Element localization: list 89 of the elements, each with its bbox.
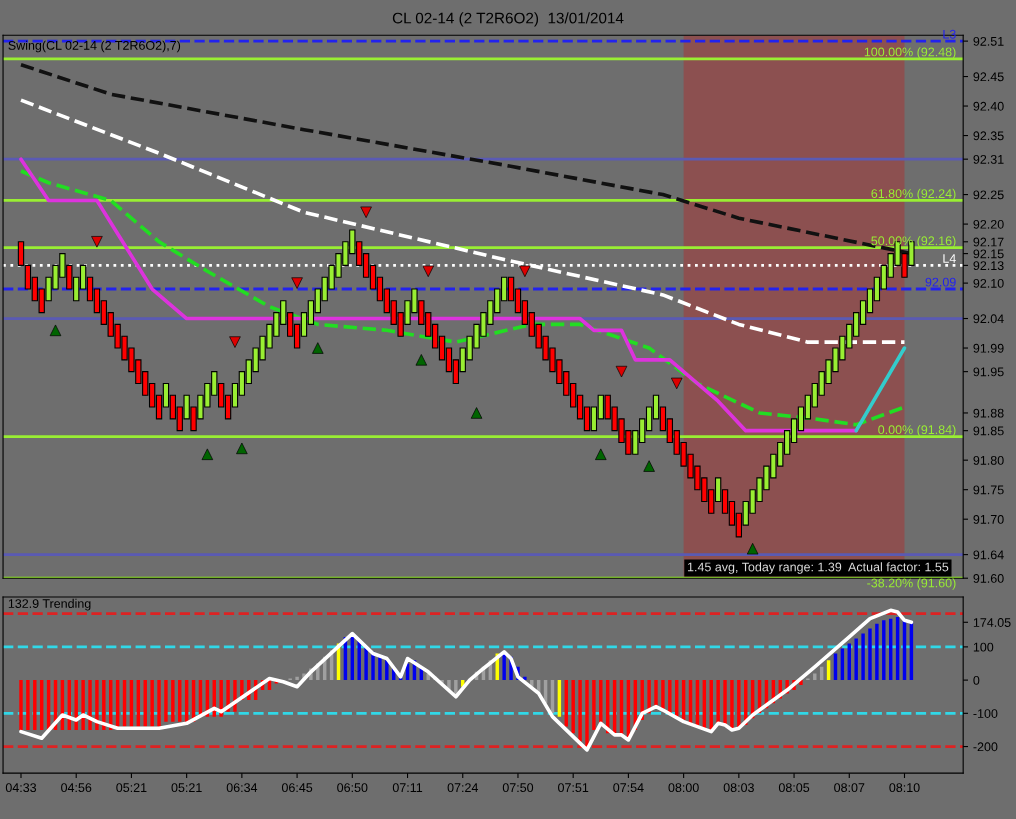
bar [74,680,78,730]
y-tick-label: 100 [973,642,994,652]
x-tick-label: 07:24 [447,783,479,793]
bar [599,680,603,727]
x-tick-label: 08:10 [889,783,920,793]
x-tick-label: 07:51 [558,783,589,793]
bar [95,680,99,730]
bar [592,680,596,730]
chart-title: CL 02-14 (2 T2R6O2) 13/01/2014 [392,12,624,27]
bar [364,646,368,681]
x-tick-label: 06:50 [337,783,368,793]
annotation: Swing(CL 02-14 (2 T2R6O2),7) [8,40,181,53]
y-tick-label: 92.35 [973,131,1004,141]
x-tick-label: 08:00 [668,783,699,793]
bar [737,680,741,729]
bar [730,680,734,729]
bar [723,680,727,725]
bar [171,680,175,722]
bar [854,638,858,681]
ref-line-label: 50.00% (92.16) [871,236,956,248]
bar [378,656,382,681]
bar [26,680,30,730]
bar [81,680,85,730]
ref-line-label: 100.00% (92.48) [864,47,956,59]
ref-line-label: L4 [943,254,956,263]
x-tick-label: 08:07 [834,783,865,793]
annotation: 1.45 avg, Today range: 1.39 Actual factor: 1.55 [687,562,949,574]
x-tick-label: 04:56 [61,783,92,793]
bar [813,673,817,681]
y-tick-label: 92.17 [973,237,1004,247]
bar [716,680,720,725]
x-tick-label: 05:21 [116,783,147,793]
y-tick-label: 92.10 [973,278,1004,288]
x-tick-label: 06:34 [226,783,258,793]
y-tick-label: 91.75 [973,485,1004,495]
x-tick-label: 05:21 [171,783,202,793]
y-tick-label: 91.64 [973,550,1004,560]
bar [19,680,23,730]
y-tick-label: -200 [973,742,998,752]
y-tick-label: 92.40 [973,101,1004,111]
y-tick-label: 92.51 [973,36,1004,46]
bar [868,628,872,681]
ref-line-label: -38.20% (91.60) [867,578,956,590]
y-tick-label: 91.99 [973,343,1004,353]
ref-line-label: 0.00% (91.84) [878,424,956,437]
x-tick-label: 07:11 [392,783,423,793]
y-tick-label: 92.15 [973,249,1004,259]
bar [102,680,106,730]
ref-line-label: 92.09 [925,277,956,287]
y-tick-label: 92.45 [973,72,1004,82]
y-tick-label: 91.95 [973,367,1004,377]
x-tick-label: 07:54 [613,783,644,793]
y-tick-label: 91.60 [973,574,1004,583]
x-tick-label: 08:05 [778,783,810,793]
bar [164,680,168,722]
y-tick-label: -100 [973,709,998,718]
y-tick-label: 91.88 [973,408,1004,418]
x-tick-label: 07:50 [502,783,534,793]
y-tick-label: 91.70 [973,514,1004,524]
bar [357,640,361,681]
y-tick-label: 91.85 [973,426,1004,436]
y-tick-label: 92.31 [973,154,1004,164]
bar [875,623,879,681]
y-tick-label: 92.13 [973,261,1004,271]
y-tick-label: 91.80 [973,455,1004,465]
bar [571,680,575,734]
y-tick-label: 0 [973,675,980,685]
y-tick-label: 92.25 [973,190,1004,200]
ref-line-label: 61.80% (92.24) [871,188,956,201]
bar [585,680,589,747]
x-tick-label: 04:33 [5,783,37,793]
y-tick-label: 92.04 [973,314,1004,324]
y-tick-label: 174.05 [973,618,1011,627]
bar [578,680,582,742]
x-tick-label: 08:03 [723,783,754,793]
x-tick-label: 06:45 [281,783,313,793]
y-tick-label: 92.20 [973,219,1004,229]
bar [523,676,527,681]
annotation: 132.9 Trending [8,598,91,611]
bar [88,680,92,730]
bar [150,680,154,727]
bar [295,676,299,681]
bar [882,620,886,681]
bar [661,680,665,711]
bar [385,660,389,681]
bar [157,680,161,727]
bar [861,633,865,681]
bar [668,680,672,714]
bar [33,680,37,730]
